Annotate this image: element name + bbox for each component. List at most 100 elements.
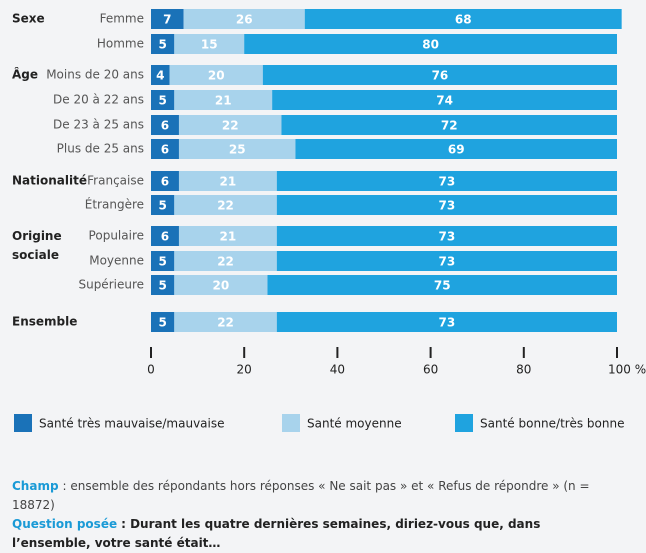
value-label: 6	[161, 143, 169, 157]
category-label: Moins de 20 ans	[46, 68, 144, 82]
value-label: 22	[217, 316, 234, 330]
value-label: 73	[439, 316, 456, 330]
bar-segment	[151, 251, 175, 271]
value-label: 73	[439, 255, 456, 269]
value-label: 73	[439, 199, 456, 213]
bar-segment	[151, 275, 175, 295]
value-label: 5	[158, 199, 166, 213]
legend-swatch	[282, 414, 300, 432]
x-tick-label: 40	[330, 363, 345, 377]
value-label: 73	[439, 175, 456, 189]
bar-segment	[151, 195, 175, 215]
bar-segment	[174, 90, 273, 110]
value-label: 5	[158, 316, 166, 330]
value-label: 68	[455, 13, 472, 27]
bar-segment	[151, 139, 179, 159]
bar-segment	[151, 34, 175, 54]
value-label: 15	[201, 38, 218, 52]
bar-segment	[151, 90, 175, 110]
value-label: 5	[158, 279, 166, 293]
bar-segment	[276, 251, 617, 271]
value-label: 74	[436, 94, 453, 108]
value-label: 21	[220, 175, 237, 189]
value-label: 22	[217, 255, 234, 269]
bar-segment	[151, 65, 170, 85]
value-label: 7	[163, 13, 171, 27]
group-label: Sexe	[12, 12, 45, 26]
legend-label: Santé bonne/très bonne	[480, 417, 624, 431]
value-label: 5	[158, 255, 166, 269]
category-label: Plus de 25 ans	[57, 142, 144, 156]
value-label: 73	[439, 230, 456, 244]
bar-segment	[178, 115, 282, 135]
bar-segment	[178, 139, 296, 159]
group-label: Nationalité	[12, 174, 87, 188]
note-text: : ensemble des répondants hors réponses …	[12, 479, 590, 512]
bar-segment	[174, 34, 245, 54]
category-label: Femme	[100, 12, 144, 26]
value-label: 6	[161, 119, 169, 133]
value-label: 75	[434, 279, 451, 293]
value-label: 80	[422, 38, 439, 52]
bar-segment	[272, 90, 617, 110]
bar-segment	[174, 275, 268, 295]
category-label: De 23 à 25 ans	[53, 118, 144, 132]
note: Question posée: Durant les quatre derniè…	[12, 515, 612, 553]
bar-segment	[174, 312, 277, 332]
notes: Champ: ensemble des répondants hors répo…	[12, 477, 612, 553]
value-label: 72	[441, 119, 458, 133]
value-label: 22	[222, 119, 239, 133]
bar-segment	[281, 115, 617, 135]
x-tick-label: 20	[237, 363, 252, 377]
category-label: Supérieure	[78, 278, 144, 292]
note: Champ: ensemble des répondants hors répo…	[12, 477, 612, 515]
legend-swatch	[14, 414, 32, 432]
category-label: Homme	[97, 37, 144, 51]
value-label: 20	[208, 69, 225, 83]
bar-segment	[169, 65, 263, 85]
value-label: 26	[236, 13, 253, 27]
bar-segment	[183, 9, 305, 29]
category-label: Française	[87, 174, 144, 188]
value-label: 21	[220, 230, 237, 244]
value-label: 20	[213, 279, 230, 293]
bar-segment	[151, 226, 179, 246]
bar-segment	[276, 312, 617, 332]
value-label: 6	[161, 230, 169, 244]
x-tick-label: 100 %	[608, 363, 646, 377]
bar-segment	[262, 65, 617, 85]
bar-segment	[151, 9, 184, 29]
x-tick-label: 80	[516, 363, 531, 377]
legend-label: Santé très mauvaise/mauvaise	[39, 417, 225, 431]
bar-segment	[178, 171, 277, 191]
bar-segment	[151, 115, 179, 135]
bar-segment	[295, 139, 617, 159]
bar-segment	[244, 34, 617, 54]
value-label: 5	[158, 94, 166, 108]
bar-segment	[174, 195, 277, 215]
bar-segment	[276, 195, 617, 215]
note-label: Question posée	[12, 517, 118, 531]
value-label: 22	[217, 199, 234, 213]
value-label: 69	[448, 143, 465, 157]
value-label: 21	[215, 94, 232, 108]
note-label: Champ	[12, 479, 59, 493]
legend-label: Santé moyenne	[307, 417, 402, 431]
value-label: 25	[229, 143, 246, 157]
group-label: Ensemble	[12, 315, 77, 329]
bar-segment	[276, 226, 617, 246]
bar-segment	[151, 171, 179, 191]
category-label: Moyenne	[89, 254, 144, 268]
page: Sexe Femme 7 26 68 Homme 5 15 80 Âge Moins de 20 a…	[12, 9, 646, 550]
bar-segment	[276, 171, 617, 191]
group-label: Origine sociale	[12, 229, 66, 262]
bar-segment	[178, 226, 277, 246]
value-label: 6	[161, 175, 169, 189]
bar-segment	[267, 275, 617, 295]
category-label: Étrangère	[85, 197, 144, 212]
category-label: De 20 à 22 ans	[53, 93, 144, 107]
group-label: Âge	[12, 67, 38, 82]
x-tick-label: 60	[423, 363, 438, 377]
legend-swatch	[455, 414, 473, 432]
